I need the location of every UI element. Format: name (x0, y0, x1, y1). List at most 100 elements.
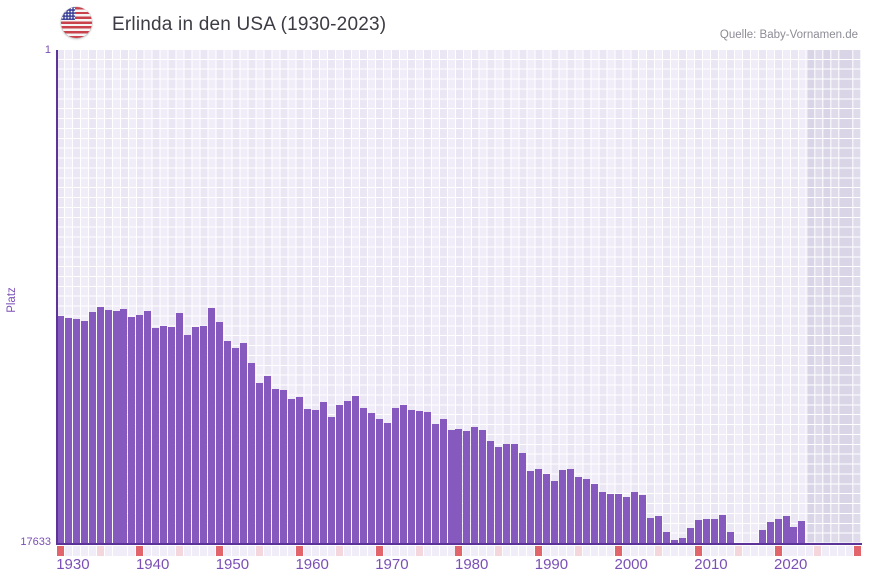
bar-1963[interactable] (319, 401, 327, 544)
bar-1964[interactable] (327, 416, 335, 544)
year-cell-1938[interactable] (120, 546, 128, 556)
year-cell-1961[interactable] (303, 546, 311, 556)
year-cell-1963[interactable] (319, 546, 327, 556)
bar-1994[interactable] (567, 468, 575, 544)
year-cell-2024[interactable] (806, 546, 814, 556)
year-cell-1965[interactable] (335, 546, 343, 556)
year-cell-2019[interactable] (766, 546, 774, 556)
year-cell-1989[interactable] (527, 546, 535, 556)
year-cell-2003[interactable] (638, 546, 646, 556)
year-cell-2030[interactable] (854, 546, 862, 556)
year-cell-2029[interactable] (846, 546, 854, 556)
year-cell-1987[interactable] (511, 546, 519, 556)
year-cell-2027[interactable] (830, 546, 838, 556)
year-cell-1975[interactable] (415, 546, 423, 556)
year-cell-1942[interactable] (152, 546, 160, 556)
bar-1996[interactable] (583, 478, 591, 544)
year-cell-1959[interactable] (287, 546, 295, 556)
bar-1944[interactable] (168, 327, 176, 544)
year-cell-1999[interactable] (607, 546, 615, 556)
year-cell-1950[interactable] (216, 546, 224, 556)
year-cell-1946[interactable] (184, 546, 192, 556)
bar-1969[interactable] (367, 412, 375, 544)
year-cell-1931[interactable] (64, 546, 72, 556)
bar-2007[interactable] (670, 539, 678, 544)
bar-1949[interactable] (208, 308, 216, 544)
year-cell-1982[interactable] (471, 546, 479, 556)
year-cell-1995[interactable] (575, 546, 583, 556)
year-cell-2017[interactable] (750, 546, 758, 556)
bar-1972[interactable] (391, 408, 399, 544)
bar-1952[interactable] (232, 347, 240, 544)
bar-1950[interactable] (216, 321, 224, 544)
year-cell-1968[interactable] (359, 546, 367, 556)
bar-1958[interactable] (280, 390, 288, 544)
bar-2020[interactable] (774, 518, 782, 544)
year-cell-1976[interactable] (423, 546, 431, 556)
bar-1967[interactable] (351, 395, 359, 544)
year-cell-2023[interactable] (798, 546, 806, 556)
bar-1940[interactable] (136, 314, 144, 544)
bar-1962[interactable] (311, 409, 319, 544)
year-cell-1994[interactable] (567, 546, 575, 556)
bar-1988[interactable] (519, 452, 527, 544)
year-cell-1936[interactable] (104, 546, 112, 556)
year-cell-2002[interactable] (630, 546, 638, 556)
year-cell-1985[interactable] (495, 546, 503, 556)
year-cell-1970[interactable] (375, 546, 383, 556)
year-cell-1962[interactable] (311, 546, 319, 556)
bar-1979[interactable] (447, 429, 455, 544)
year-cell-2004[interactable] (646, 546, 654, 556)
year-cell-1991[interactable] (543, 546, 551, 556)
bar-2002[interactable] (630, 491, 638, 544)
year-cell-1934[interactable] (88, 546, 96, 556)
year-cell-1996[interactable] (583, 546, 591, 556)
bar-2012[interactable] (710, 518, 718, 544)
year-cell-2012[interactable] (710, 546, 718, 556)
year-cell-2026[interactable] (822, 546, 830, 556)
year-cell-2005[interactable] (654, 546, 662, 556)
bar-1938[interactable] (120, 309, 128, 544)
bar-1931[interactable] (64, 318, 72, 544)
bar-1953[interactable] (240, 342, 248, 544)
year-cell-2022[interactable] (790, 546, 798, 556)
year-cell-1974[interactable] (407, 546, 415, 556)
bar-1941[interactable] (144, 310, 152, 544)
bar-1935[interactable] (96, 306, 104, 544)
bar-1961[interactable] (303, 409, 311, 544)
year-cell-1945[interactable] (176, 546, 184, 556)
bar-1960[interactable] (295, 397, 303, 544)
year-cell-1949[interactable] (208, 546, 216, 556)
bar-1971[interactable] (383, 422, 391, 544)
bar-1934[interactable] (88, 312, 96, 544)
year-cell-1960[interactable] (295, 546, 303, 556)
year-cell-1993[interactable] (559, 546, 567, 556)
year-cell-2021[interactable] (782, 546, 790, 556)
year-cell-1966[interactable] (343, 546, 351, 556)
year-cell-2000[interactable] (615, 546, 622, 556)
bar-2014[interactable] (726, 531, 734, 544)
bar-1942[interactable] (152, 328, 160, 544)
year-cell-1992[interactable] (551, 546, 559, 556)
year-cell-1941[interactable] (144, 546, 152, 556)
bar-1975[interactable] (415, 411, 423, 544)
year-cell-1990[interactable] (535, 546, 543, 556)
bar-1990[interactable] (535, 468, 543, 544)
bar-1966[interactable] (343, 400, 351, 544)
year-cell-1980[interactable] (455, 546, 463, 556)
bar-2001[interactable] (622, 496, 630, 544)
year-cell-1947[interactable] (192, 546, 200, 556)
year-cell-1940[interactable] (136, 546, 144, 556)
bar-1943[interactable] (160, 325, 168, 544)
year-cell-1952[interactable] (232, 546, 240, 556)
bar-1936[interactable] (104, 309, 112, 544)
bar-1937[interactable] (112, 310, 120, 544)
year-cell-1967[interactable] (351, 546, 359, 556)
bar-1968[interactable] (359, 408, 367, 544)
year-cell-1943[interactable] (160, 546, 168, 556)
year-cell-1977[interactable] (431, 546, 439, 556)
bar-1983[interactable] (479, 429, 487, 544)
bar-2011[interactable] (702, 518, 710, 544)
bar-2006[interactable] (662, 531, 670, 544)
bar-1965[interactable] (335, 404, 343, 544)
